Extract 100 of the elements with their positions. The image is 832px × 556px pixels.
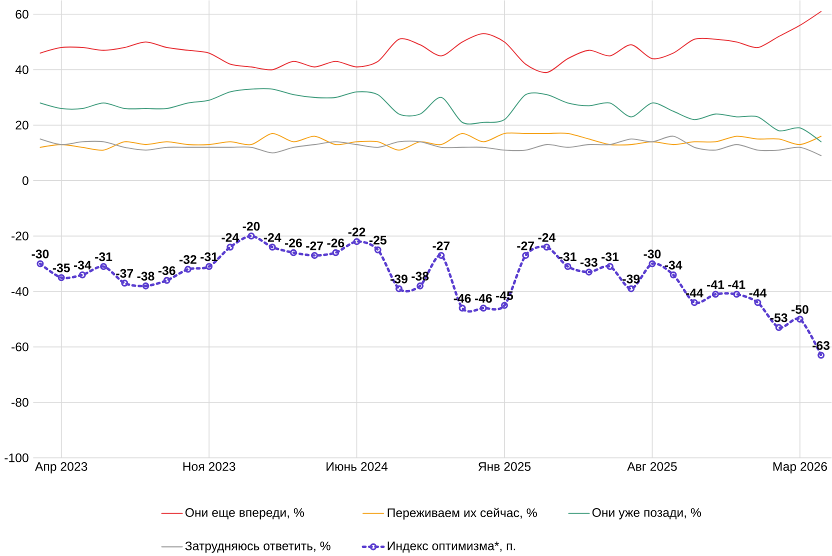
data-label: -26	[285, 238, 302, 248]
point	[121, 280, 128, 287]
data-label: -45	[496, 291, 514, 300]
data-label: -36	[158, 266, 176, 275]
data-label: -24	[222, 233, 240, 242]
legend-label: Они уже позади, %	[592, 508, 702, 520]
y-tick-label: 0	[22, 176, 28, 185]
point	[248, 232, 255, 240]
point	[754, 298, 762, 306]
point	[206, 262, 213, 270]
data-label: -38	[137, 272, 154, 281]
data-label: -35	[52, 263, 70, 272]
y-tick-label: -60	[12, 342, 28, 352]
y-tick-label: 40	[15, 65, 28, 74]
point	[290, 249, 297, 256]
line-series	[40, 88, 822, 142]
point	[438, 252, 445, 259]
point	[480, 304, 487, 312]
data-label: -30	[32, 250, 49, 258]
point	[332, 249, 340, 256]
point	[564, 262, 572, 270]
data-label: -33	[580, 258, 598, 267]
line-series	[40, 136, 822, 156]
data-label: -20	[242, 222, 260, 231]
y-tick-label: 60	[16, 10, 28, 19]
data-label: -41	[728, 280, 746, 289]
legend-label: Затрудняюсь ответить, %	[185, 541, 330, 553]
point	[648, 260, 656, 268]
data-label: -24	[264, 233, 282, 242]
line-series	[40, 132, 822, 151]
point	[585, 268, 592, 276]
data-label: -24	[538, 233, 556, 242]
data-label: -44	[686, 288, 704, 298]
point	[606, 262, 614, 270]
data-label: -63	[812, 341, 830, 350]
data-label: -30	[644, 250, 661, 258]
data-label: -44	[749, 288, 767, 298]
point	[58, 274, 65, 282]
x-tick-label: Апр 2023	[34, 462, 88, 474]
y-tick-label: 20	[16, 120, 28, 130]
legend-label: Они еще впереди, %	[185, 508, 304, 520]
data-label: -38	[412, 272, 429, 281]
data-label: -22	[348, 228, 366, 236]
point	[458, 304, 466, 312]
x-tick-label: Мар 2026	[773, 462, 827, 474]
data-label: -31	[602, 252, 619, 262]
data-label: -32	[180, 255, 196, 264]
data-label: -37	[116, 268, 134, 278]
data-label: -26	[327, 238, 344, 248]
point	[522, 252, 530, 259]
point	[712, 290, 720, 298]
point	[796, 316, 804, 323]
point	[733, 290, 740, 298]
point	[374, 246, 382, 254]
point	[670, 271, 677, 278]
point	[775, 324, 782, 331]
y-tick-label: -80	[12, 398, 28, 407]
point	[36, 260, 44, 268]
data-label: -50	[791, 305, 808, 314]
point	[100, 262, 108, 270]
data-label: -46	[454, 294, 471, 303]
data-label: -53	[770, 313, 788, 322]
data-label: -34	[74, 260, 92, 270]
x-tick-label: Ноя 2023	[183, 462, 236, 471]
point	[628, 285, 635, 292]
data-label: -27	[432, 241, 450, 250]
point	[78, 271, 86, 278]
point	[226, 244, 234, 251]
data-label: -27	[517, 241, 534, 250]
data-label: -39	[390, 274, 408, 284]
point	[543, 244, 550, 251]
y-tick-label: -20	[12, 232, 28, 240]
legend-label: Индекс оптимизма*, п.	[388, 542, 516, 553]
point	[500, 302, 508, 309]
y-tick-label: -100	[4, 453, 28, 462]
y-tick-label: -40	[12, 287, 28, 296]
data-label: -31	[559, 252, 576, 262]
line-series	[40, 10, 822, 73]
data-label: -46	[474, 294, 492, 303]
point	[163, 276, 170, 284]
point	[268, 244, 276, 251]
data-label: -34	[664, 260, 682, 270]
point	[416, 282, 424, 290]
data-label: -39	[622, 274, 640, 284]
x-tick-label: Авг 2025	[627, 462, 677, 471]
legend-label: Переживаем их сейчас, %	[388, 508, 537, 520]
data-label: -41	[707, 280, 724, 289]
point	[311, 252, 318, 259]
data-label: -31	[200, 252, 218, 262]
point	[184, 266, 192, 273]
point	[142, 282, 150, 290]
point	[353, 238, 360, 246]
data-label: -31	[95, 252, 112, 262]
point	[818, 352, 825, 359]
data-label: -25	[369, 236, 386, 244]
point	[395, 285, 402, 292]
x-tick-label: Янв 2025	[478, 462, 531, 471]
point	[690, 298, 698, 306]
data-label: -27	[306, 241, 323, 250]
x-tick-label: Июнь 2024	[326, 462, 388, 471]
